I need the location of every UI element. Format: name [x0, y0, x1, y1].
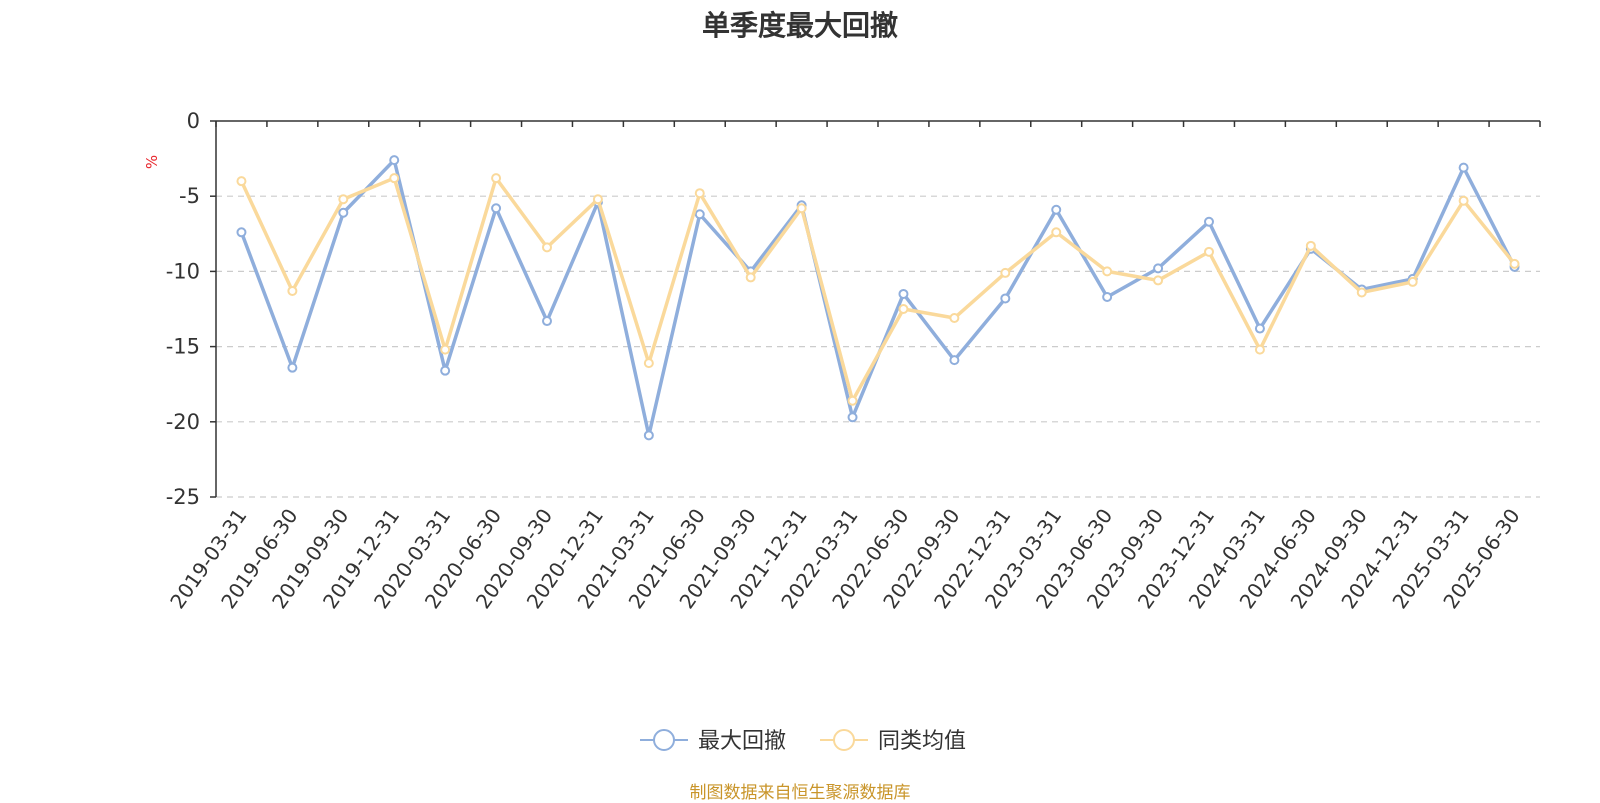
data-point: [1407, 276, 1418, 287]
source-note: 制图数据来自恒生聚源数据库: [689, 783, 911, 803]
data-point: [1000, 293, 1011, 304]
data-point: [1458, 162, 1469, 173]
data-point: [236, 227, 247, 238]
data-point: [1204, 246, 1214, 257]
y-tick-label: -25: [166, 485, 200, 509]
y-tick-label: -10: [166, 259, 200, 283]
data-point: [338, 207, 349, 218]
data-point: [745, 272, 756, 283]
data-point: [643, 358, 654, 369]
data-point: [1000, 267, 1011, 278]
data-point: [1305, 240, 1316, 251]
legend-label: 同类均值: [878, 729, 966, 754]
data-point: [949, 355, 960, 366]
data-point: [796, 203, 807, 214]
data-point: [389, 173, 400, 184]
data-point: [338, 194, 349, 205]
data-point: [949, 313, 960, 324]
data-point: [236, 176, 247, 187]
data-point: [542, 242, 552, 253]
data-point: [1102, 266, 1113, 277]
legend-item-2[interactable]: 同类均值: [820, 729, 966, 754]
data-point: [287, 362, 298, 373]
data-point: [440, 365, 451, 376]
data-point: [1051, 227, 1062, 238]
data-point: [1254, 323, 1265, 334]
y-tick-label: -15: [166, 335, 200, 359]
data-point: [643, 430, 654, 441]
legend-label: 最大回撤: [698, 729, 786, 754]
data-point: [847, 395, 858, 406]
data-point: [1102, 291, 1113, 302]
data-point: [1153, 275, 1164, 286]
data-point: [491, 173, 502, 184]
chart-title: 单季度最大回撤: [701, 9, 898, 42]
y-tick-label: -5: [179, 184, 200, 208]
data-point: [542, 316, 552, 327]
data-point: [1051, 204, 1062, 215]
data-point: [898, 304, 909, 314]
grid-layer: [216, 195, 1540, 498]
data-point: [389, 155, 400, 166]
data-point: [1509, 258, 1520, 269]
data-point: [440, 344, 451, 355]
series-line-1: [239, 158, 1517, 438]
data-point: [1204, 216, 1214, 227]
legend[interactable]: 最大回撤 同类均值: [640, 729, 966, 754]
legend-marker: [653, 729, 675, 751]
data-point: [592, 194, 603, 205]
data-point: [1153, 263, 1164, 274]
legend-marker: [833, 729, 855, 751]
y-axis-label: %: [143, 155, 161, 169]
data-point: [694, 209, 705, 220]
data-point: [1458, 195, 1469, 206]
data-point: [847, 412, 858, 423]
y-tick-label: 0: [187, 109, 200, 133]
legend-item-1[interactable]: 最大回撤: [640, 729, 786, 754]
data-point: [1356, 287, 1367, 298]
data-point: [1254, 344, 1265, 355]
data-point: [694, 188, 705, 199]
series-layer: [236, 155, 1520, 441]
data-point: [898, 288, 909, 299]
data-point: [491, 203, 502, 214]
data-point: [287, 285, 298, 296]
y-tick-label: -20: [166, 410, 200, 434]
series-line-2: [239, 176, 1516, 403]
